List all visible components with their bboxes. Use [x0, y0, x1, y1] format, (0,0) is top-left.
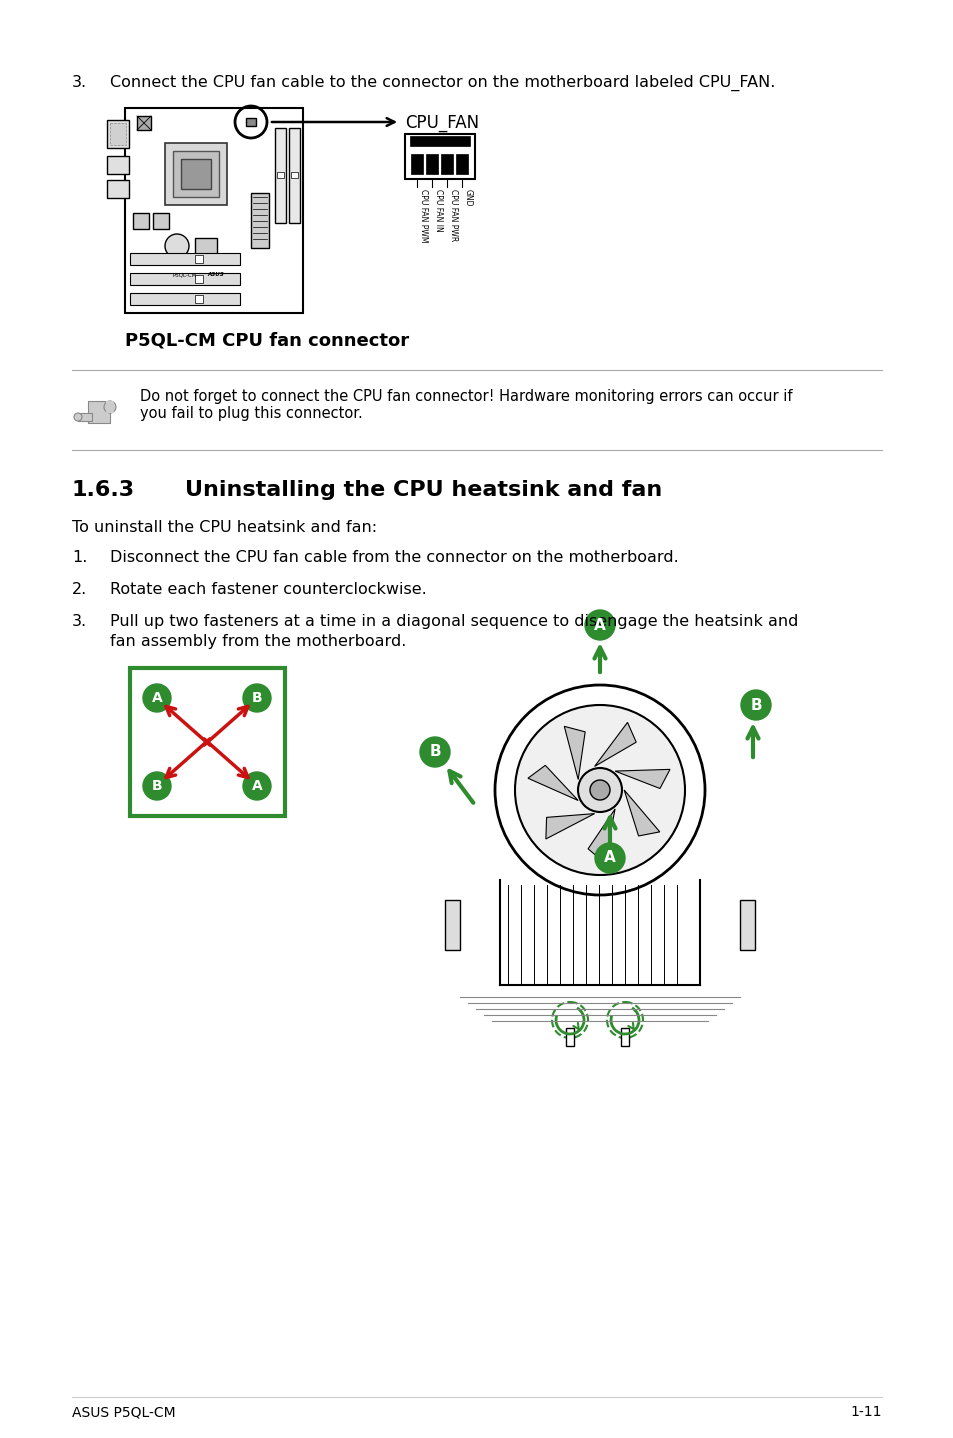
- Text: A: A: [594, 617, 605, 633]
- Polygon shape: [623, 789, 659, 835]
- Text: Do not forget to connect the CPU fan connector! Hardware monitoring errors can o: Do not forget to connect the CPU fan con…: [140, 390, 792, 404]
- Bar: [107, 155, 129, 174]
- Bar: [620, 1028, 628, 1045]
- Text: 2.: 2.: [71, 582, 87, 597]
- Circle shape: [74, 413, 82, 421]
- Bar: [130, 669, 285, 815]
- Bar: [130, 253, 240, 265]
- Circle shape: [595, 843, 624, 873]
- Bar: [291, 173, 297, 178]
- Text: A: A: [603, 850, 616, 866]
- Polygon shape: [615, 769, 669, 788]
- Bar: [194, 255, 203, 263]
- Text: ASUS: ASUS: [207, 272, 224, 278]
- Bar: [130, 293, 240, 305]
- Polygon shape: [563, 726, 584, 779]
- Bar: [152, 213, 169, 229]
- Circle shape: [589, 779, 609, 800]
- Text: 1-11: 1-11: [850, 1405, 882, 1419]
- Text: CPU FAN PWR: CPU FAN PWR: [449, 188, 457, 242]
- Text: CPU FAN PWM: CPU FAN PWM: [418, 188, 428, 243]
- Bar: [405, 134, 475, 178]
- Bar: [456, 154, 468, 174]
- Bar: [246, 118, 255, 127]
- Circle shape: [578, 768, 621, 812]
- Text: P5QL-CM CPU fan connector: P5QL-CM CPU fan connector: [125, 331, 409, 349]
- Bar: [107, 180, 129, 198]
- Text: CPU FAN IN: CPU FAN IN: [434, 188, 442, 232]
- Bar: [107, 119, 129, 148]
- Text: B: B: [252, 692, 262, 705]
- Text: ASUS P5QL-CM: ASUS P5QL-CM: [71, 1405, 175, 1419]
- Bar: [132, 213, 149, 229]
- Circle shape: [243, 684, 271, 712]
- Bar: [172, 151, 219, 197]
- Bar: [251, 193, 269, 247]
- Bar: [426, 154, 437, 174]
- Text: B: B: [749, 697, 761, 712]
- Bar: [130, 273, 240, 285]
- Text: Uninstalling the CPU heatsink and fan: Uninstalling the CPU heatsink and fan: [185, 480, 661, 500]
- Text: To uninstall the CPU heatsink and fan:: To uninstall the CPU heatsink and fan:: [71, 521, 376, 535]
- Circle shape: [143, 772, 171, 800]
- Bar: [444, 900, 459, 951]
- Bar: [106, 401, 113, 413]
- Polygon shape: [587, 810, 615, 863]
- Text: you fail to plug this connector.: you fail to plug this connector.: [140, 406, 362, 421]
- Bar: [411, 154, 422, 174]
- Polygon shape: [594, 722, 636, 766]
- Bar: [181, 160, 211, 188]
- Bar: [78, 413, 91, 421]
- Bar: [88, 401, 110, 423]
- Bar: [165, 142, 227, 206]
- Circle shape: [495, 684, 704, 894]
- Circle shape: [515, 705, 684, 874]
- Text: Connect the CPU fan cable to the connector on the motherboard labeled CPU_FAN.: Connect the CPU fan cable to the connect…: [110, 75, 775, 91]
- Circle shape: [584, 610, 615, 640]
- Bar: [110, 124, 126, 145]
- Bar: [194, 239, 216, 260]
- Bar: [194, 295, 203, 303]
- Circle shape: [104, 401, 116, 413]
- Polygon shape: [545, 814, 594, 838]
- Circle shape: [165, 234, 189, 257]
- Polygon shape: [527, 765, 578, 801]
- Bar: [440, 154, 453, 174]
- Bar: [274, 128, 286, 223]
- Text: 1.6.3: 1.6.3: [71, 480, 135, 500]
- Text: fan assembly from the motherboard.: fan assembly from the motherboard.: [110, 634, 406, 649]
- Text: A: A: [152, 692, 162, 705]
- Bar: [137, 116, 151, 129]
- Text: 3.: 3.: [71, 75, 87, 91]
- Text: 3.: 3.: [71, 614, 87, 628]
- Text: Pull up two fasteners at a time in a diagonal sequence to disengage the heatsink: Pull up two fasteners at a time in a dia…: [110, 614, 798, 628]
- Text: CPU_FAN: CPU_FAN: [405, 114, 478, 132]
- Text: Disconnect the CPU fan cable from the connector on the motherboard.: Disconnect the CPU fan cable from the co…: [110, 549, 678, 565]
- Bar: [289, 128, 299, 223]
- Text: GND: GND: [463, 188, 473, 207]
- Circle shape: [419, 738, 450, 766]
- Bar: [410, 137, 470, 147]
- Bar: [194, 275, 203, 283]
- Circle shape: [143, 684, 171, 712]
- Circle shape: [243, 772, 271, 800]
- Bar: [276, 173, 284, 178]
- Circle shape: [740, 690, 770, 720]
- Text: 1.: 1.: [71, 549, 88, 565]
- Bar: [565, 1028, 574, 1045]
- Bar: [125, 108, 303, 313]
- Text: Rotate each fastener counterclockwise.: Rotate each fastener counterclockwise.: [110, 582, 426, 597]
- Text: B: B: [429, 745, 440, 759]
- Text: A: A: [252, 779, 262, 792]
- Text: B: B: [152, 779, 162, 792]
- Bar: [740, 900, 754, 951]
- Text: P5QL-CM: P5QL-CM: [172, 272, 197, 278]
